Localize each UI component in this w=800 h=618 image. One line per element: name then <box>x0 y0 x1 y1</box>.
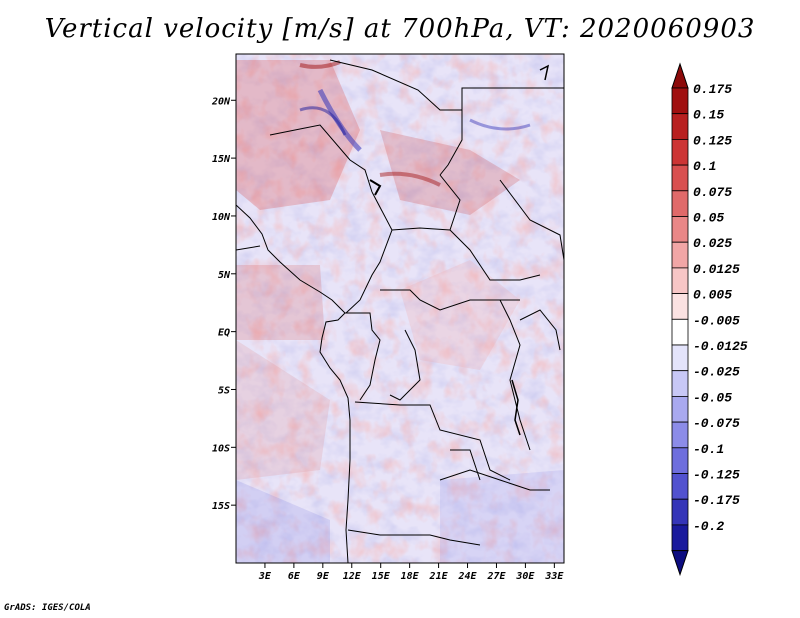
border-egypt-sudan <box>461 87 564 110</box>
lake-victoria-outline <box>519 309 561 351</box>
colorbar-label: -0.125 <box>693 468 740 483</box>
x-tick-label: 15E <box>372 571 391 582</box>
colorbar-label: -0.075 <box>693 416 740 431</box>
border-drc-zambia <box>450 449 481 481</box>
border-gabon-congo <box>345 312 381 401</box>
map-title: Vertical velocity [m/s] at 700hPa, VT: 2… <box>44 14 756 44</box>
colorbar-swatch <box>671 473 689 500</box>
x-tick-label: 27E <box>486 571 506 582</box>
colorbar-swatch <box>671 241 689 269</box>
y-tick-label: 15N <box>212 154 231 165</box>
lake-chad-outline <box>369 179 382 196</box>
x-tick-label: 3E <box>258 571 272 582</box>
border-angola-drc <box>354 401 511 481</box>
colorbar-label: 0.175 <box>693 82 732 97</box>
border-niger-mali <box>269 124 373 193</box>
border-chad-sudan <box>439 174 461 231</box>
colorbar-label: 0.0125 <box>693 262 740 277</box>
x-tick-label: 33E <box>544 571 564 582</box>
ascent-streak-2 <box>299 60 341 69</box>
colorbar-label: 0.125 <box>693 133 732 148</box>
y-tick-label: EQ <box>218 328 230 339</box>
colorbar-top-arrow <box>671 62 689 89</box>
colorbar: 0.175 0.15 0.125 0.1 0.075 0.05 0.025 0.0125 0.0… <box>671 62 748 577</box>
x-tick-label: 6E <box>288 571 301 582</box>
colorbar-swatch <box>671 344 689 372</box>
colorbar-swatch <box>671 421 689 449</box>
border-east-africa-lakes <box>499 299 531 451</box>
y-tick-label: 5S <box>218 385 230 396</box>
colorbar-label: -0.2 <box>693 519 724 534</box>
y-tick-label: 10S <box>212 443 230 454</box>
colorbar-label: -0.005 <box>693 313 740 328</box>
border-nigeria-cameroon <box>345 191 393 314</box>
y-tick-label: 10N <box>212 212 231 223</box>
border-sudan-ethiopia <box>499 179 564 261</box>
ascent-region-gulf-of-guinea <box>236 265 325 340</box>
x-tick-label: 12E <box>343 571 362 582</box>
colorbar-label: -0.1 <box>693 442 724 457</box>
colorbar-label: 0.05 <box>693 211 724 226</box>
plot-frame <box>235 53 565 564</box>
border-namibia-angola <box>347 529 481 546</box>
colorbar-swatch <box>671 293 689 320</box>
colorbar-bottom-arrow <box>671 550 689 577</box>
x-tick-label: 9E <box>317 571 330 582</box>
colorbar-swatch <box>671 138 689 166</box>
x-tick-label: 21E <box>429 571 449 582</box>
colorbar-swatch <box>671 395 689 423</box>
y-tick-label: 15S <box>212 501 230 512</box>
border-zambia <box>439 469 550 491</box>
x-tick-label: 30E <box>515 571 535 582</box>
colorbar-label: -0.0125 <box>693 339 748 354</box>
colorbar-swatch <box>671 318 689 346</box>
descent-streak-3 <box>469 118 531 131</box>
colorbar-swatch <box>671 370 689 397</box>
colorbar-label: 0.005 <box>693 288 732 303</box>
field-texture-red <box>236 54 564 563</box>
colorbar-label: 0.025 <box>693 236 732 251</box>
descent-streak-2 <box>299 106 347 136</box>
colorbar-swatch <box>671 498 689 526</box>
west-coastline <box>236 204 351 563</box>
colorbar-swatch <box>671 524 689 552</box>
nile-fragment <box>539 64 550 81</box>
colorbar-label: 0.15 <box>693 108 724 123</box>
country-boundaries <box>236 59 564 563</box>
colorbar-swatch <box>671 216 689 243</box>
descent-region-southeast <box>440 470 564 563</box>
colorbar-label: -0.025 <box>693 365 740 380</box>
border-west-coast-fragment <box>236 245 261 251</box>
colorbar-swatch <box>671 164 689 192</box>
colorbar-swatch <box>671 447 689 474</box>
ascent-streak-1 <box>379 171 441 187</box>
ascent-region-congo-basin <box>400 260 520 370</box>
colorbar-swatch <box>671 190 689 217</box>
x-tick-label: 24E <box>457 571 477 582</box>
credit-label: GrADS: IGES/COLA <box>4 603 91 613</box>
ascent-region-central-sahel <box>380 130 520 215</box>
velocity-field <box>236 54 564 563</box>
ascent-region-west-sahel <box>236 60 360 210</box>
colorbar-label: 0.075 <box>693 185 732 200</box>
x-tick-label: 18E <box>401 571 420 582</box>
colorbar-swatch <box>671 267 689 294</box>
border-congo-drc <box>389 329 421 401</box>
colorbar-label: -0.175 <box>693 493 740 508</box>
y-tick-label: 20N <box>211 96 231 107</box>
border-car-north <box>391 227 541 281</box>
colorbar-label: 0.1 <box>693 159 716 174</box>
lake-tanganyika-outline <box>511 379 521 436</box>
colorbar-label: -0.05 <box>693 390 732 405</box>
colorbar-swatch <box>671 113 689 140</box>
x-axis: 3E 6E 9E 12E 15E 18E 21E 24E 27E 30E 33E <box>258 563 564 582</box>
colorbar-swatch <box>671 87 689 115</box>
border-libya-chad <box>329 59 463 176</box>
descent-region-southwest <box>236 480 330 563</box>
ascent-region-south-atlantic <box>236 340 330 480</box>
y-tick-label: 5N <box>218 270 231 281</box>
y-axis: 20N 15N 10N 5N EQ 5S 10S 15S <box>211 96 236 512</box>
